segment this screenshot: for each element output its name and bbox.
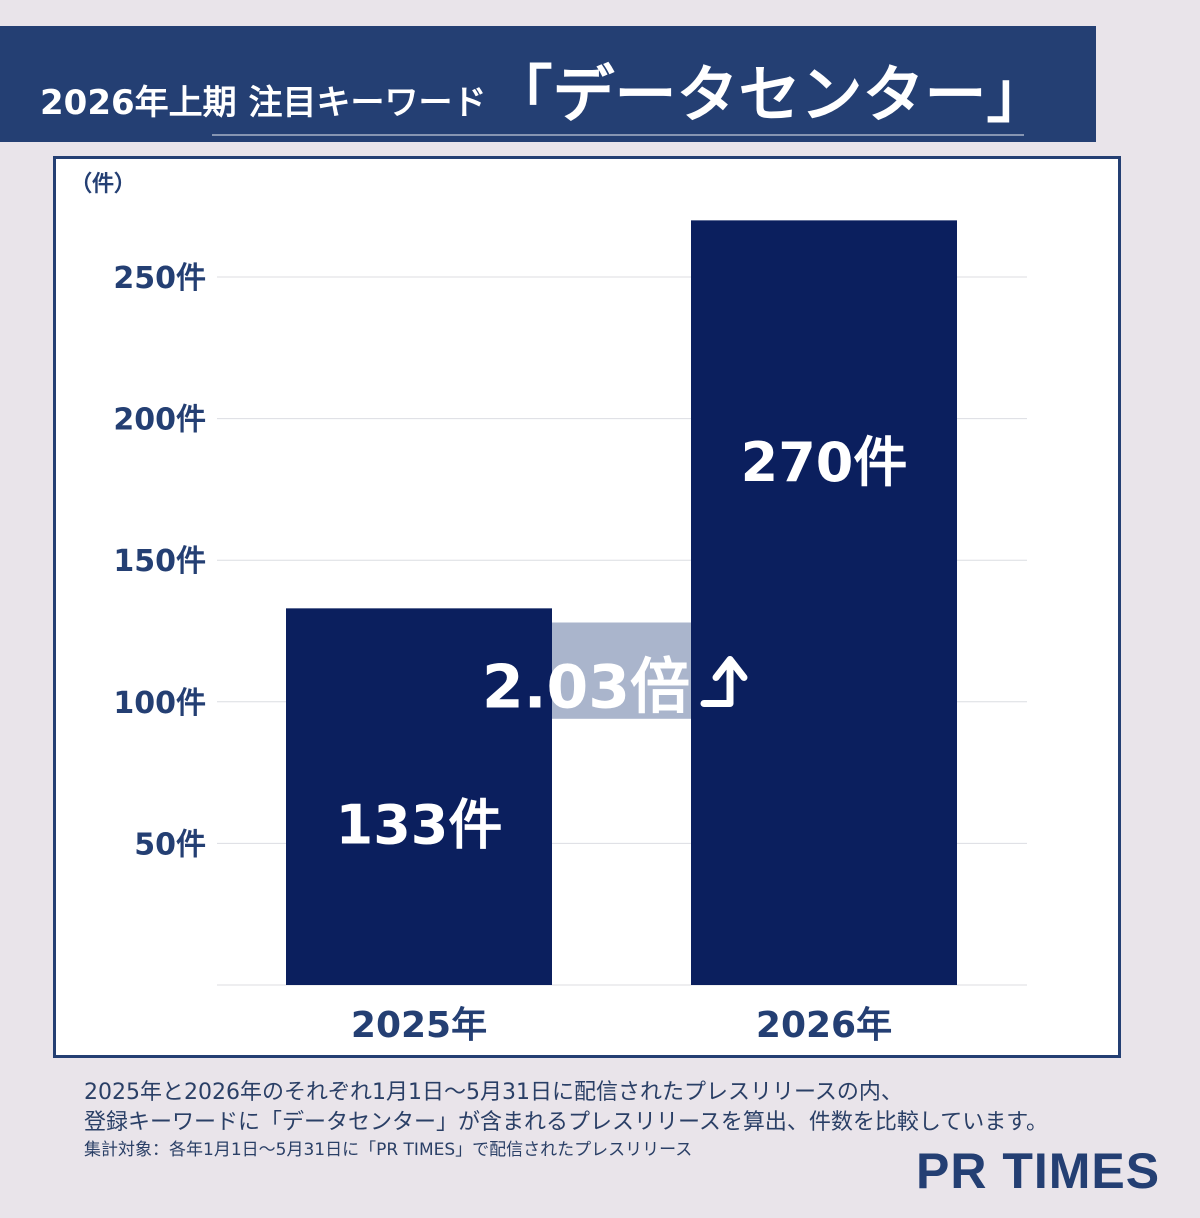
y-tick-label: 150件 xyxy=(113,544,206,579)
footnote-line-1: 2025年と2026年のそれぞれ1月1日～5月31日に配信されたプレスリリースの… xyxy=(84,1080,903,1105)
bar-value-label: 270件 xyxy=(741,431,908,494)
footnote: 2025年と2026年のそれぞれ1月1日～5月31日に配信されたプレスリリースの… xyxy=(84,1078,1048,1162)
title-keyword: 「データセンター」 xyxy=(490,58,1049,131)
x-category-label: 2026年 xyxy=(756,1005,892,1046)
bar-chart: （件） 50件 100件 150件 200件 250件 133件 270件 2.03倍 2025年… xyxy=(70,172,1027,1046)
y-tick-label: 250件 xyxy=(113,261,206,296)
page-title: 2026年上期 注目キーワード 「データセンター」 xyxy=(40,46,1048,126)
pr-times-logo: PR TIMES xyxy=(916,1143,1161,1199)
y-axis-unit-label: （件） xyxy=(70,172,136,197)
chart-panel: （件） 50件 100件 150件 200件 250件 133件 270件 2.03倍 2025年… xyxy=(53,156,1121,1058)
y-tick-label: 100件 xyxy=(113,686,206,721)
x-category-label: 2025年 xyxy=(351,1005,487,1046)
arrow-head xyxy=(712,655,748,681)
y-tick-label: 50件 xyxy=(134,827,206,862)
footnote-source: 集計対象：各年1月1日～5月31日に「PR TIMES」で配信されたプレスリリー… xyxy=(84,1140,693,1160)
title-underline xyxy=(212,134,1024,136)
footnote-line-2: 登録キーワードに「データセンター」が含まれるプレスリリースを算出、件数を比較して… xyxy=(84,1110,1049,1135)
bar xyxy=(691,220,957,986)
bar-value-label: 133件 xyxy=(336,793,503,856)
arrow-up-right-icon xyxy=(700,661,734,707)
ratio-band xyxy=(552,622,691,719)
title-prefix: 2026年上期 注目キーワード xyxy=(40,83,487,123)
y-tick-label: 200件 xyxy=(113,403,206,438)
bar xyxy=(286,608,552,985)
title-banner: 2026年上期 注目キーワード 「データセンター」 xyxy=(0,26,1096,142)
ratio-annotation: 2.03倍 xyxy=(482,652,690,722)
